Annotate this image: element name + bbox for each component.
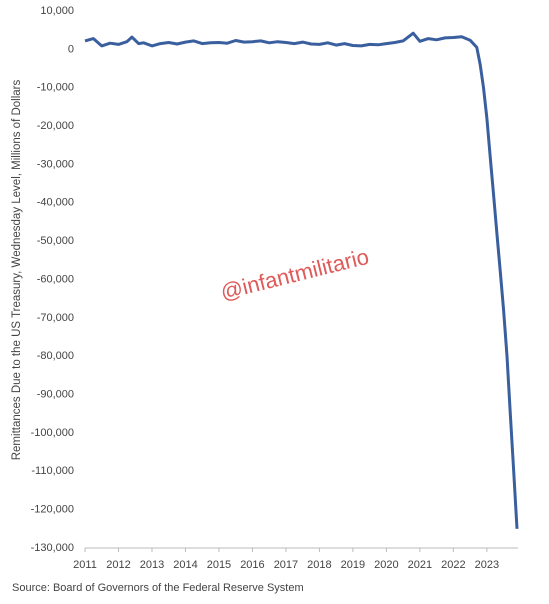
y-tick-label: -30,000	[37, 158, 74, 170]
y-tick-label: -60,000	[37, 273, 74, 285]
x-tick-label: 2018	[307, 559, 331, 571]
watermark: @infantmilitario	[218, 244, 371, 305]
source: Source: Board of Governors of the Federa…	[12, 582, 304, 594]
x-tick-label: 2020	[374, 559, 398, 571]
y-tick-label: -100,000	[31, 427, 74, 439]
y-tick-label: -20,000	[37, 120, 74, 132]
x-tick-label: 2022	[441, 559, 465, 571]
x-tick-label: 2015	[207, 559, 231, 571]
x-tick-label: 2013	[140, 559, 164, 571]
x-tick-label: 2017	[274, 559, 298, 571]
x-tick-label: 2014	[173, 559, 197, 571]
data-line	[84, 31, 519, 529]
y-tick-label: -80,000	[37, 350, 74, 362]
y-axis-label: Remittances Due to the US Treasury, Wedn…	[11, 79, 23, 460]
x-tick-label: 2021	[408, 559, 432, 571]
y-tick-label: 10,000	[40, 5, 74, 17]
x-tick-label: 2019	[341, 559, 365, 571]
y-tick-label: -130,000	[31, 542, 74, 554]
y-tick-label: -90,000	[37, 388, 74, 400]
y-tick-label: -110,000	[31, 465, 74, 477]
x-tick-label: 2016	[240, 559, 264, 571]
x-tick-label: 2011	[73, 559, 97, 571]
x-tick-label: 2023	[475, 559, 499, 571]
x-tick-label: 2012	[106, 559, 130, 571]
y-tick-label: -40,000	[37, 197, 74, 209]
y-tick-label: -50,000	[37, 235, 74, 247]
y-tick-label: 0	[68, 43, 74, 55]
y-tick-label: -120,000	[31, 504, 74, 516]
y-tick-label: -10,000	[37, 82, 74, 94]
y-tick-label: -70,000	[37, 312, 74, 324]
